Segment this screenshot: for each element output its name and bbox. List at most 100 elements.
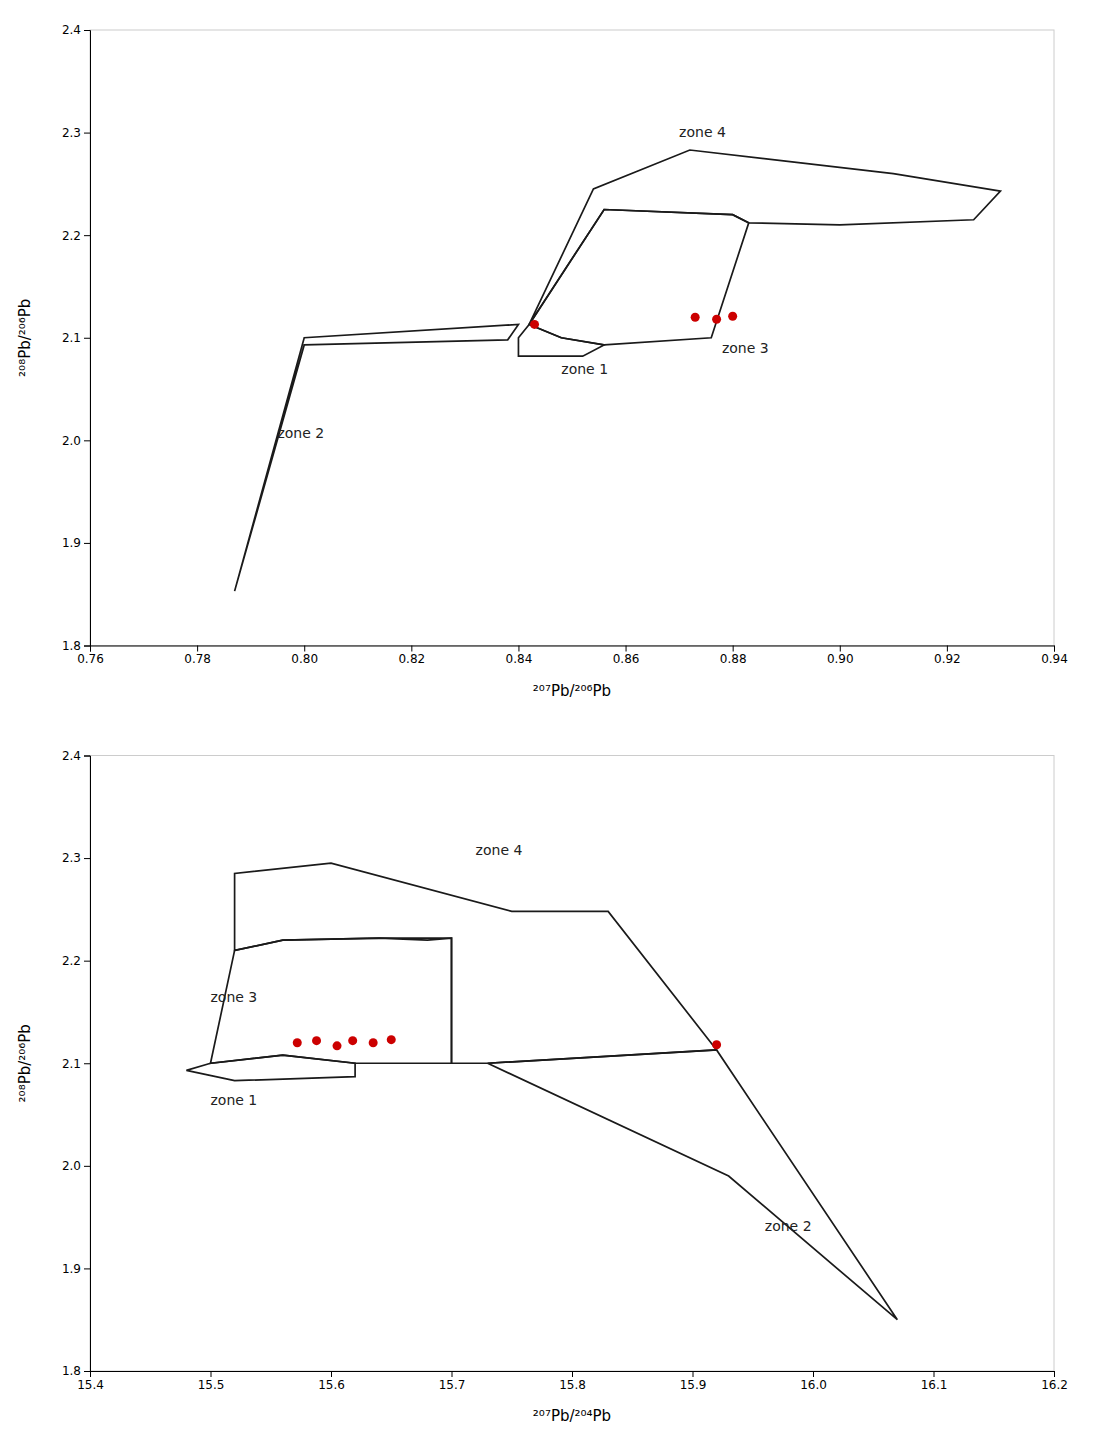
tick: 2.0 (62, 1159, 90, 1173)
scatter-point (312, 1036, 321, 1045)
tick-label: 1.8 (62, 1364, 81, 1378)
tick: 1.9 (62, 536, 90, 550)
tick-mark (733, 646, 734, 652)
zone-outline (235, 863, 717, 1063)
tick: 2.3 (62, 851, 90, 865)
zone-outline (529, 210, 749, 345)
tick-label: 15.7 (439, 1378, 466, 1392)
panel: 15.415.515.615.715.815.916.016.116.21.81… (16, 749, 1068, 1425)
tick: 16.2 (1041, 1371, 1068, 1392)
tick: 15.5 (198, 1371, 225, 1392)
y-axis-title: ²⁰⁸Pb/²⁰⁶Pb (16, 299, 34, 377)
scatter-point (728, 312, 737, 321)
tick-label: 2.1 (62, 331, 81, 345)
tick-label: 2.1 (62, 1057, 81, 1071)
zone-label: zone 4 (679, 124, 726, 140)
zone-label: zone 3 (722, 340, 769, 356)
annotations: zone 1 zone 2 zone 3 zone 4 (211, 842, 812, 1233)
scatter-point (369, 1038, 378, 1047)
tick-label: 0.94 (1041, 652, 1068, 666)
tick-mark (452, 1371, 453, 1377)
tick-label: 16.0 (800, 1378, 827, 1392)
scatter-point (387, 1035, 396, 1044)
tick-label: 1.9 (62, 536, 81, 550)
tick-label: 2.0 (62, 1159, 81, 1173)
tick-mark (84, 858, 90, 859)
scatter-point (712, 1040, 721, 1049)
tick-mark (518, 646, 519, 652)
x-axis-title: ²⁰⁷Pb/²⁰⁶Pb (533, 682, 611, 700)
tick: 15.4 (77, 1371, 104, 1392)
tick-mark (1054, 646, 1055, 652)
tick: 15.7 (439, 1371, 466, 1392)
tick-label: 2.0 (62, 434, 81, 448)
scatter-point (333, 1041, 342, 1050)
tick-mark (813, 1371, 814, 1377)
tick-label: 2.3 (62, 126, 81, 140)
tick: 15.8 (559, 1371, 586, 1392)
tick-mark (1054, 1371, 1055, 1377)
tick: 2.1 (62, 1057, 90, 1071)
tick-mark (84, 133, 90, 134)
zone-label: zone 1 (211, 1092, 258, 1108)
tick-mark (840, 646, 841, 652)
annotations: zone 1zone 2zone 3zone 4 (277, 124, 768, 442)
tick-label: 1.8 (62, 639, 81, 653)
tick: 2.2 (62, 954, 90, 968)
tick: 2.1 (62, 331, 90, 345)
x-axis: 15.4 15.5 15.6 15.7 15.8 15.9 16.0 16.1 16.2 (77, 1371, 1068, 1392)
tick: 1.9 (62, 1262, 90, 1276)
tick: 0.82 (398, 646, 425, 667)
tick: 16.1 (921, 1371, 948, 1392)
tick-label: 0.82 (398, 652, 425, 666)
scatter-point (712, 315, 721, 324)
tick: 0.80 (291, 646, 318, 667)
tick-label: 2.2 (62, 954, 81, 968)
plot-frame (90, 756, 1054, 1372)
tick-label: 15.6 (318, 1378, 345, 1392)
tick-label: 0.84 (506, 652, 533, 666)
x-axis: 0.760.780.800.820.840.860.880.900.920.94 (77, 646, 1068, 667)
zone-label: zone 2 (765, 1218, 812, 1234)
plot-area (186, 863, 897, 1319)
tick-mark (626, 646, 627, 652)
tick-mark (572, 1371, 573, 1377)
tick: 15.9 (680, 1371, 707, 1392)
tick-mark (211, 1371, 212, 1377)
tick-label: 2.4 (62, 23, 81, 37)
tick-mark (84, 30, 90, 31)
tick: 0.88 (720, 646, 747, 667)
tick: 0.90 (827, 646, 854, 667)
zone-outline (488, 1050, 898, 1320)
tick: 16.0 (800, 1371, 827, 1392)
zone-outline (529, 150, 1000, 324)
tick-label: 0.80 (291, 652, 318, 666)
axis-line (84, 31, 91, 647)
tick-label: 0.76 (77, 652, 104, 666)
zone-outline (211, 938, 452, 1063)
tick-label: 16.1 (921, 1378, 948, 1392)
tick: 0.94 (1041, 646, 1068, 667)
tick-label: 15.5 (198, 1378, 225, 1392)
y-axis: 1.81.92.02.12.22.32.4 (62, 23, 91, 653)
tick-mark (84, 646, 90, 647)
zone-label: zone 4 (476, 842, 523, 858)
scatter-point (691, 313, 700, 322)
scatter-point (530, 320, 539, 329)
tick-label: 0.86 (613, 652, 640, 666)
zone-outline (518, 324, 604, 356)
tick: 0.78 (184, 646, 211, 667)
y-axis: 1.8 1.9 2.0 2.1 2.2 2.3 2.4 (62, 749, 91, 1379)
tick: 15.6 (318, 1371, 345, 1392)
scatter-point (293, 1038, 302, 1047)
tick-label: 16.2 (1041, 1378, 1068, 1392)
tick-mark (304, 646, 305, 652)
tick-label: 2.4 (62, 749, 81, 763)
tick-mark (84, 440, 90, 441)
zone-label: zone 3 (211, 989, 258, 1005)
tick: 0.86 (613, 646, 640, 667)
tick-label: 0.78 (184, 652, 211, 666)
tick: 2.0 (62, 434, 90, 448)
scatter-point (348, 1036, 357, 1045)
plot-frame (90, 30, 1054, 646)
